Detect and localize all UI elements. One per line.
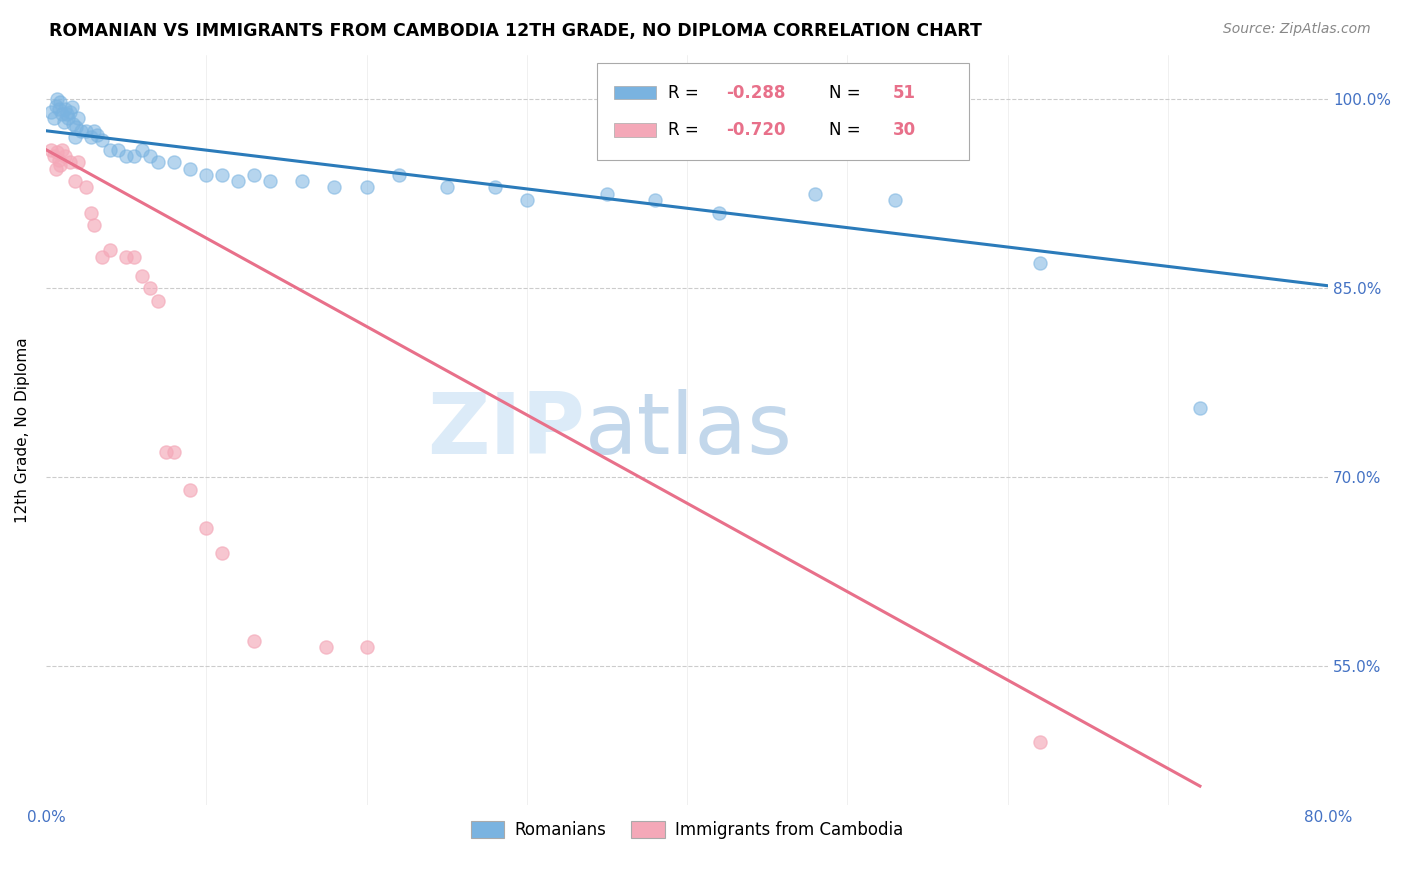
Point xyxy=(115,149,138,163)
Legend: Romanians, Immigrants from Cambodia: Romanians, Immigrants from Cambodia xyxy=(464,814,910,846)
Point xyxy=(707,205,730,219)
Point xyxy=(80,205,103,219)
Point xyxy=(139,149,162,163)
Point xyxy=(53,149,76,163)
Point xyxy=(516,193,538,207)
Text: N =: N = xyxy=(828,84,866,102)
FancyBboxPatch shape xyxy=(614,86,655,99)
Point xyxy=(1028,735,1050,749)
FancyBboxPatch shape xyxy=(598,62,969,161)
Point xyxy=(63,174,86,188)
Point xyxy=(139,281,162,295)
Point xyxy=(1028,256,1050,270)
Point xyxy=(122,149,145,163)
Point xyxy=(49,95,72,109)
Point xyxy=(75,124,97,138)
Point xyxy=(315,640,337,655)
Point xyxy=(155,445,177,459)
Text: -0.720: -0.720 xyxy=(725,121,786,139)
Point xyxy=(115,250,138,264)
Point xyxy=(48,153,70,167)
Point xyxy=(53,103,76,117)
Point xyxy=(195,521,218,535)
Point xyxy=(243,634,266,648)
Point xyxy=(59,104,82,119)
Point xyxy=(52,115,75,129)
Point xyxy=(884,193,907,207)
Point xyxy=(66,155,89,169)
Point xyxy=(211,546,233,560)
Point xyxy=(42,149,65,163)
Point xyxy=(179,161,201,176)
Point xyxy=(122,250,145,264)
Point xyxy=(484,180,506,194)
Point xyxy=(45,161,67,176)
Point xyxy=(59,155,82,169)
Point xyxy=(80,130,103,145)
Point xyxy=(66,111,89,125)
Point xyxy=(48,103,70,117)
Point xyxy=(131,143,153,157)
Point xyxy=(39,143,62,157)
Point xyxy=(58,111,80,125)
Point xyxy=(131,268,153,283)
Point xyxy=(387,168,409,182)
Point xyxy=(83,219,105,233)
Point xyxy=(596,186,619,201)
Point xyxy=(211,168,233,182)
Point xyxy=(83,124,105,138)
Text: atlas: atlas xyxy=(585,389,793,472)
Point xyxy=(226,174,249,188)
Point xyxy=(63,130,86,145)
Point xyxy=(259,174,281,188)
Point xyxy=(163,155,186,169)
Point xyxy=(42,111,65,125)
Point xyxy=(323,180,346,194)
Point xyxy=(644,193,666,207)
Point xyxy=(146,155,169,169)
Point xyxy=(51,107,73,121)
Point xyxy=(291,174,314,188)
Point xyxy=(62,118,84,132)
Point xyxy=(163,445,186,459)
Text: N =: N = xyxy=(828,121,866,139)
Point xyxy=(107,143,129,157)
Point xyxy=(98,143,121,157)
Text: 30: 30 xyxy=(893,121,915,139)
Point xyxy=(46,92,69,106)
Text: R =: R = xyxy=(668,121,704,139)
Point xyxy=(49,158,72,172)
Point xyxy=(86,128,108,142)
Point xyxy=(179,483,201,497)
Text: ROMANIAN VS IMMIGRANTS FROM CAMBODIA 12TH GRADE, NO DIPLOMA CORRELATION CHART: ROMANIAN VS IMMIGRANTS FROM CAMBODIA 12T… xyxy=(49,22,981,40)
Point xyxy=(65,120,87,134)
Point xyxy=(195,168,218,182)
FancyBboxPatch shape xyxy=(614,123,655,136)
Point xyxy=(91,250,114,264)
Text: 51: 51 xyxy=(893,84,915,102)
Point xyxy=(45,98,67,112)
Point xyxy=(146,293,169,308)
Text: R =: R = xyxy=(668,84,704,102)
Point xyxy=(39,104,62,119)
Point xyxy=(98,244,121,258)
Point xyxy=(46,145,69,160)
Point xyxy=(804,186,827,201)
Point xyxy=(70,124,93,138)
Point xyxy=(243,168,266,182)
Point xyxy=(91,132,114,146)
Text: -0.288: -0.288 xyxy=(725,84,786,102)
Point xyxy=(60,100,83,114)
Point xyxy=(51,143,73,157)
Point xyxy=(356,640,378,655)
Point xyxy=(1188,401,1211,415)
Point xyxy=(356,180,378,194)
Text: Source: ZipAtlas.com: Source: ZipAtlas.com xyxy=(1223,22,1371,37)
Point xyxy=(56,107,79,121)
Point xyxy=(436,180,458,194)
Point xyxy=(75,180,97,194)
Y-axis label: 12th Grade, No Diploma: 12th Grade, No Diploma xyxy=(15,337,30,523)
Text: ZIP: ZIP xyxy=(427,389,585,472)
